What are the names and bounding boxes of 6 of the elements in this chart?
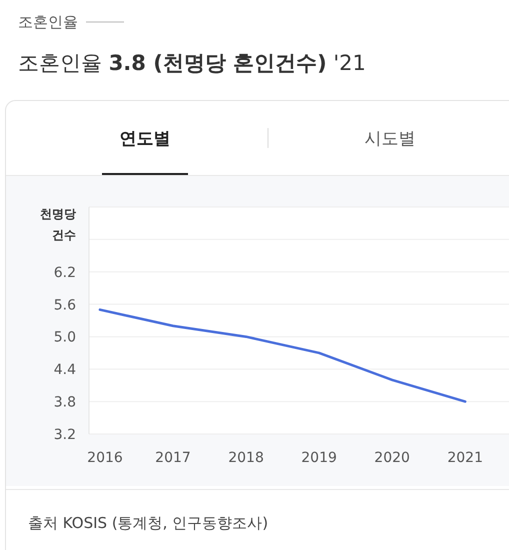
- ylabel: 천명당 건수: [40, 207, 76, 242]
- annotation: 연도별: [120, 129, 170, 149]
- title: 조혼인율 3.8 (천명당 혼인건수) '21: [18, 51, 366, 75]
- annotation: 출처 KOSIS (통계청, 인구동향조사): [28, 514, 268, 532]
- subtitle: 조혼인율: [18, 13, 78, 31]
- annotation: 시도별: [364, 129, 416, 149]
